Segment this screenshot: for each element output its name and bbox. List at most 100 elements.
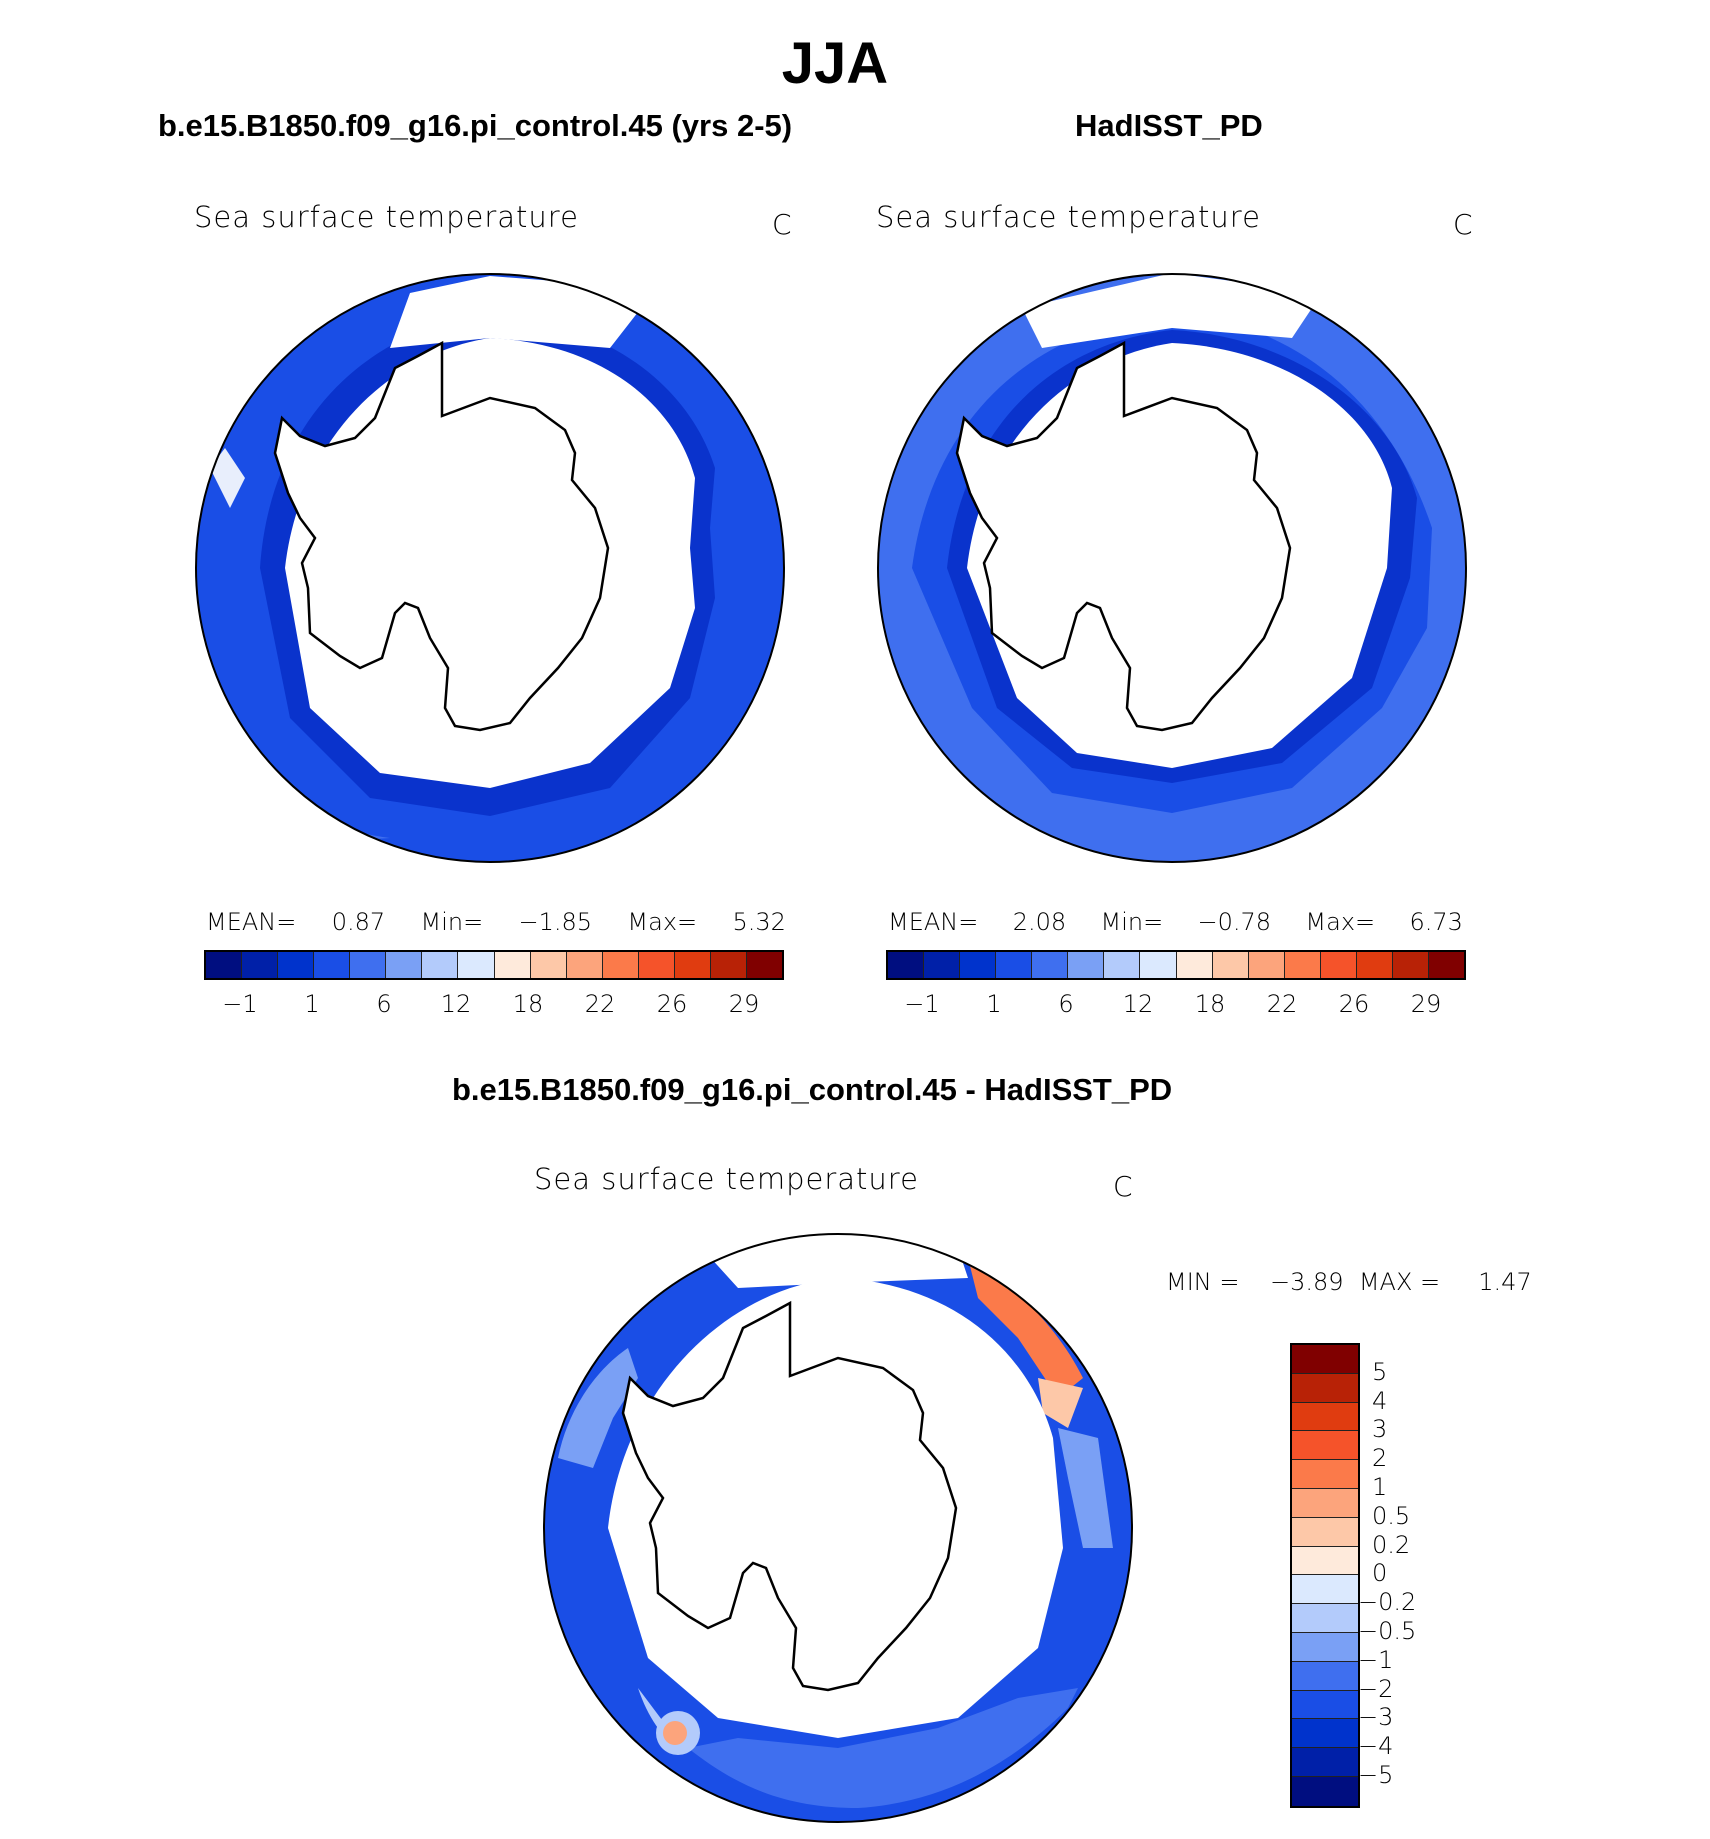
panel1-colorbar-swatch: [602, 952, 639, 978]
diff-colorbar-swatch: [1292, 1632, 1358, 1662]
panel2-field-label: Sea surface temperature: [876, 200, 1261, 234]
diff-colorbar-swatch: [1292, 1488, 1358, 1518]
panel1-colorbar-swatch: [314, 952, 351, 978]
panel2-colorbar-swatch: [1176, 952, 1213, 978]
diff-colorbar-tick-label: 1: [1372, 1473, 1388, 1501]
diff-max-label: MAX =: [1358, 1268, 1441, 1296]
panel2-colorbar-swatch: [1140, 952, 1177, 978]
panel2-colorbar-swatch: [1104, 952, 1141, 978]
panel1-antarctica-coast: [273, 340, 610, 732]
diff-colorbar: [1290, 1343, 1360, 1808]
panel2-colorbar-swatch: [924, 952, 961, 978]
diff-unit: C: [1113, 1170, 1133, 1203]
panel2-colorbar-swatch: [1392, 952, 1429, 978]
diff-antarctica-coast: [621, 1300, 958, 1692]
diff-colorbar-tick-label: −3: [1358, 1703, 1394, 1732]
diff-min-label: MIN =: [1166, 1268, 1240, 1296]
diff-colorbar-tick-label: −0.5: [1358, 1617, 1417, 1645]
diff-colorbar-tick-label: −0.2: [1358, 1588, 1417, 1617]
panel1-colorbar-tick-label: 29: [728, 990, 760, 1018]
diff-colorbar-tick-label: −2: [1358, 1674, 1394, 1703]
panel1-colorbar-swatch: [350, 952, 387, 978]
diff-colorbar-swatch: [1292, 1690, 1358, 1720]
panel1-map-border: [195, 273, 785, 863]
panel1-colorbar-tick-label: 26: [656, 990, 688, 1018]
diff-colorbar-tick-label: 2: [1372, 1444, 1388, 1473]
diff-colorbar-swatch: [1292, 1402, 1358, 1432]
panel1-mean-value: 0.87: [331, 908, 386, 936]
diff-colorbar-swatch: [1292, 1776, 1358, 1806]
panel1-unit: C: [772, 208, 792, 241]
panel1-colorbar-swatch: [746, 952, 782, 978]
panel1-colorbar-tick-label: 12: [440, 990, 472, 1018]
panel1-title: b.e15.B1850.f09_g16.pi_control.45 (yrs 2…: [158, 108, 793, 143]
panel2-colorbar-tick-label: 22: [1266, 990, 1298, 1018]
diff-colorbar-tick-label: 0.5: [1372, 1501, 1411, 1530]
panel1-colorbar-swatch: [242, 952, 279, 978]
panel1-colorbar-swatch: [566, 952, 603, 978]
panel2-colorbar-swatch: [888, 952, 925, 978]
panel1-colorbar-swatch: [458, 952, 495, 978]
diff-colorbar-swatch: [1292, 1373, 1358, 1403]
diff-colorbar-swatch: [1292, 1345, 1358, 1374]
panel1-colorbar-swatch: [710, 952, 747, 978]
panel1-colorbar-swatch: [530, 952, 567, 978]
panel2-colorbar-tick-label: 12: [1122, 990, 1154, 1018]
panel1-colorbar-tick-label: 22: [584, 990, 616, 1018]
panel2-mean-value: 2.08: [1012, 908, 1067, 936]
diff-colorbar-swatch: [1292, 1604, 1358, 1633]
diff-field-label: Sea surface temperature: [534, 1162, 919, 1196]
panel2-colorbar-swatch: [1248, 952, 1285, 978]
panel2-map-border: [877, 273, 1467, 863]
diff-title: b.e15.B1850.f09_g16.pi_control.45 - HadI…: [452, 1072, 1173, 1107]
diff-colorbar-swatch: [1292, 1575, 1358, 1605]
panel1-colorbar-swatch: [494, 952, 531, 978]
panel2-max-value: 6.73: [1409, 908, 1463, 936]
diff-colorbar-swatch: [1292, 1661, 1358, 1691]
diff-colorbar-swatch: [1292, 1748, 1358, 1777]
panel1-min-label: Min=: [420, 908, 484, 936]
panel1-colorbar-tick-label: 1: [304, 990, 320, 1018]
diff-colorbar-swatch: [1292, 1460, 1358, 1489]
panel2-min-label: Min=: [1100, 908, 1164, 936]
diff-colorbar-tick-label: −1: [1358, 1645, 1394, 1674]
diff-polar-map: [543, 1233, 1133, 1823]
panel2-colorbar-swatch: [1284, 952, 1321, 978]
panel2-colorbar-tick-label: 26: [1338, 990, 1370, 1018]
panel2-mean-label: MEAN=: [888, 908, 979, 936]
diff-colorbar-swatch: [1292, 1431, 1358, 1461]
panel2-polar-map: [877, 273, 1467, 863]
main-title: JJA: [781, 31, 889, 96]
panel2-unit: C: [1453, 208, 1473, 241]
panel2-colorbar-tick-label: 18: [1194, 990, 1226, 1018]
panel1-colorbar-tick-label: 6: [376, 990, 392, 1018]
panel2-colorbar-tick-label: 1: [986, 990, 1002, 1018]
diff-max-value: 1.47: [1478, 1268, 1532, 1296]
diff-colorbar-tick-label: 5: [1372, 1357, 1388, 1386]
panel2-max-label: Max=: [1305, 908, 1376, 936]
diff-colorbar-tick-label: 0: [1372, 1559, 1388, 1588]
panel1-colorbar-swatch: [638, 952, 675, 978]
panel2-antarctica-coast: [955, 340, 1292, 732]
panel2-colorbar-tick-label: −1: [904, 990, 940, 1018]
panel2-colorbar-swatch: [996, 952, 1033, 978]
panel2-colorbar-swatch: [1356, 952, 1393, 978]
diff-colorbar-tick-label: 4: [1372, 1386, 1388, 1415]
diff-colorbar-swatch: [1292, 1517, 1358, 1547]
panel2-colorbar-labels: −1 1 6 12 18 22 26 29: [886, 990, 1462, 1020]
panel1-colorbar-swatch: [206, 952, 243, 978]
diff-colorbar-swatch: [1292, 1546, 1358, 1576]
panel2-min-value: −0.78: [1197, 908, 1272, 936]
panel2-colorbar-swatch: [1032, 952, 1069, 978]
panel2-stats: MEAN= 2.08 Min= −0.78 Max= 6.73: [888, 908, 1463, 936]
panel2-colorbar: [886, 950, 1466, 980]
panel1-field-label: Sea surface temperature: [194, 200, 579, 234]
diff-colorbar-swatch: [1292, 1719, 1358, 1749]
panel2-colorbar-swatch: [960, 952, 997, 978]
panel1-max-value: 5.32: [732, 908, 786, 936]
panel1-colorbar-swatch: [422, 952, 459, 978]
panel2-colorbar-swatch: [1320, 952, 1357, 978]
diff-min-value: −3.89: [1270, 1268, 1344, 1296]
panel1-polar-map: [195, 273, 785, 863]
panel1-colorbar-swatch: [386, 952, 423, 978]
